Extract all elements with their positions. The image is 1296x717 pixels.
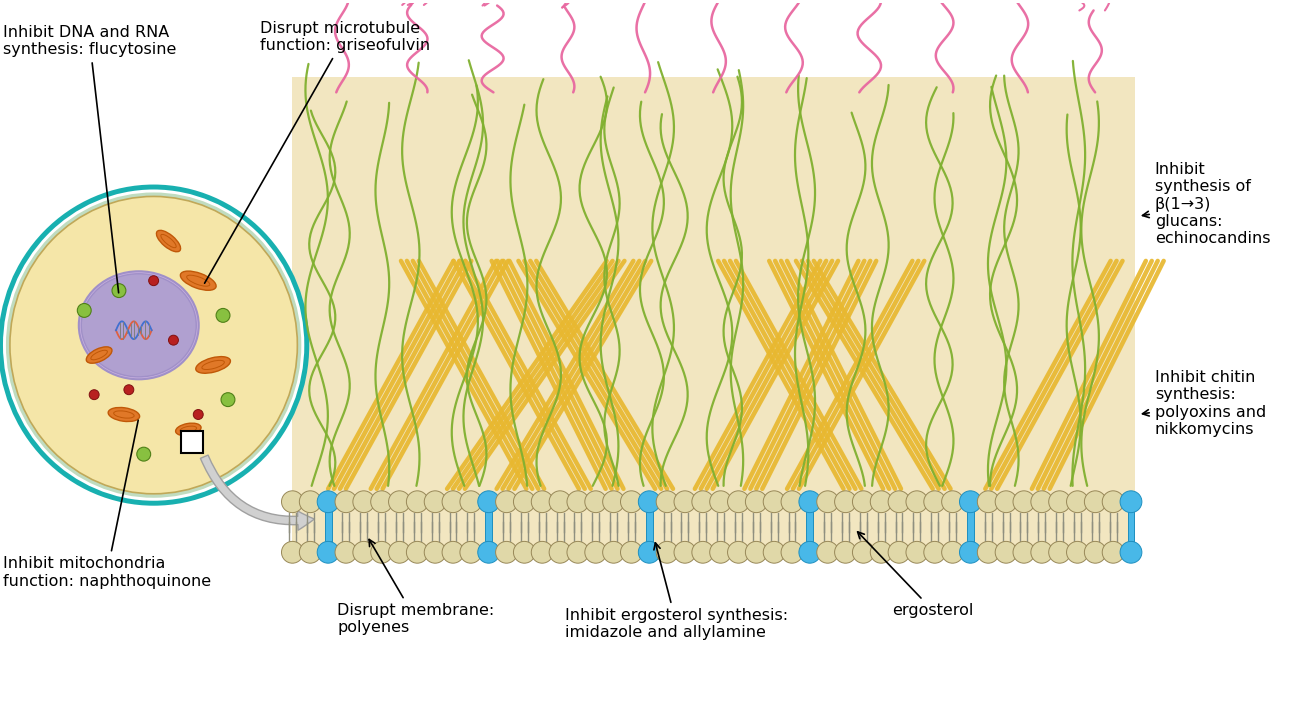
Circle shape	[281, 541, 303, 563]
Circle shape	[442, 541, 464, 563]
Circle shape	[318, 541, 340, 563]
Bar	[181, 432, 203, 453]
Circle shape	[763, 541, 785, 563]
Circle shape	[871, 541, 892, 563]
Circle shape	[1048, 491, 1070, 513]
Bar	[806, 513, 814, 554]
Circle shape	[603, 541, 625, 563]
Circle shape	[531, 491, 553, 513]
Text: Inhibit
synthesis of
β(1→3)
glucans:
echinocandins: Inhibit synthesis of β(1→3) glucans: ech…	[1143, 162, 1270, 247]
Text: Disrupt microtubule
function: griseofulvin: Disrupt microtubule function: griseofulv…	[205, 21, 430, 283]
Circle shape	[149, 276, 158, 285]
Circle shape	[763, 491, 785, 513]
Ellipse shape	[157, 230, 180, 252]
Circle shape	[513, 491, 535, 513]
Circle shape	[442, 491, 464, 513]
Bar	[1128, 513, 1134, 554]
Circle shape	[692, 491, 714, 513]
Circle shape	[78, 303, 91, 318]
Circle shape	[639, 491, 660, 513]
Bar	[806, 500, 814, 541]
Circle shape	[674, 491, 696, 513]
Circle shape	[1030, 541, 1052, 563]
Circle shape	[168, 336, 179, 345]
Circle shape	[1067, 541, 1089, 563]
Circle shape	[478, 491, 499, 513]
Circle shape	[656, 491, 678, 513]
Text: Inhibit mitochondria
function: naphthoquinone: Inhibit mitochondria function: naphthoqu…	[3, 420, 211, 589]
Bar	[485, 500, 492, 541]
Text: Inhibit ergosterol synthesis:
imidazole and allylamine: Inhibit ergosterol synthesis: imidazole …	[565, 543, 788, 640]
Circle shape	[584, 541, 607, 563]
Circle shape	[389, 491, 411, 513]
Circle shape	[89, 390, 98, 399]
Circle shape	[942, 491, 963, 513]
Circle shape	[656, 541, 678, 563]
Circle shape	[621, 491, 643, 513]
Circle shape	[781, 541, 804, 563]
Circle shape	[407, 541, 428, 563]
Circle shape	[318, 491, 340, 513]
Circle shape	[798, 541, 820, 563]
Circle shape	[888, 491, 910, 513]
Circle shape	[216, 308, 229, 323]
Circle shape	[299, 541, 321, 563]
Circle shape	[336, 541, 356, 563]
Circle shape	[995, 541, 1017, 563]
Circle shape	[336, 491, 356, 513]
Circle shape	[727, 541, 749, 563]
Circle shape	[407, 491, 428, 513]
Circle shape	[111, 284, 126, 298]
Circle shape	[1048, 541, 1070, 563]
Circle shape	[1067, 491, 1089, 513]
Circle shape	[906, 491, 928, 513]
Circle shape	[924, 541, 946, 563]
Bar	[967, 500, 973, 541]
Circle shape	[513, 541, 535, 563]
Circle shape	[353, 541, 375, 563]
Circle shape	[353, 491, 375, 513]
Circle shape	[853, 491, 875, 513]
Bar	[645, 500, 653, 541]
Circle shape	[495, 491, 517, 513]
Circle shape	[745, 491, 767, 513]
Text: ergosterol: ergosterol	[858, 532, 973, 618]
Bar	[645, 513, 653, 554]
Circle shape	[478, 541, 499, 563]
Ellipse shape	[79, 271, 198, 379]
Circle shape	[550, 491, 572, 513]
Circle shape	[584, 491, 607, 513]
Circle shape	[550, 541, 572, 563]
Circle shape	[816, 491, 839, 513]
Circle shape	[888, 541, 910, 563]
Text: Inhibit chitin
synthesis:
polyoxins and
nikkomycins: Inhibit chitin synthesis: polyoxins and …	[1143, 370, 1266, 437]
Circle shape	[639, 541, 660, 563]
Circle shape	[977, 491, 999, 513]
Ellipse shape	[0, 184, 310, 505]
Bar	[485, 513, 492, 554]
Circle shape	[977, 541, 999, 563]
Circle shape	[1102, 491, 1124, 513]
Circle shape	[495, 541, 517, 563]
Bar	[967, 513, 973, 554]
Circle shape	[727, 491, 749, 513]
Circle shape	[603, 491, 625, 513]
Bar	[293, 77, 1135, 491]
Circle shape	[566, 541, 588, 563]
Ellipse shape	[3, 189, 305, 500]
Circle shape	[959, 541, 981, 563]
Ellipse shape	[82, 274, 196, 377]
Circle shape	[692, 541, 714, 563]
Circle shape	[124, 385, 133, 394]
Circle shape	[835, 541, 857, 563]
Circle shape	[371, 491, 393, 513]
Ellipse shape	[87, 347, 111, 364]
Circle shape	[745, 541, 767, 563]
Bar	[324, 500, 332, 541]
Circle shape	[222, 393, 235, 407]
Circle shape	[1120, 491, 1142, 513]
Circle shape	[299, 491, 321, 513]
Circle shape	[906, 541, 928, 563]
Circle shape	[424, 491, 446, 513]
Circle shape	[371, 541, 393, 563]
